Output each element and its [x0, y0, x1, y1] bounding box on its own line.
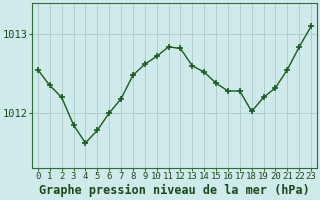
X-axis label: Graphe pression niveau de la mer (hPa): Graphe pression niveau de la mer (hPa) [39, 184, 310, 197]
